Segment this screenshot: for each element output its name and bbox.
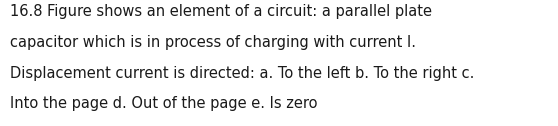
Text: capacitor which is in process of charging with current I.: capacitor which is in process of chargin…	[10, 35, 416, 50]
Text: Into the page d. Out of the page e. Is zero: Into the page d. Out of the page e. Is z…	[10, 96, 318, 111]
Text: Displacement current is directed: a. To the left b. To the right c.: Displacement current is directed: a. To …	[10, 66, 474, 81]
Text: 16.8 Figure shows an element of a circuit: a parallel plate: 16.8 Figure shows an element of a circui…	[10, 4, 432, 19]
